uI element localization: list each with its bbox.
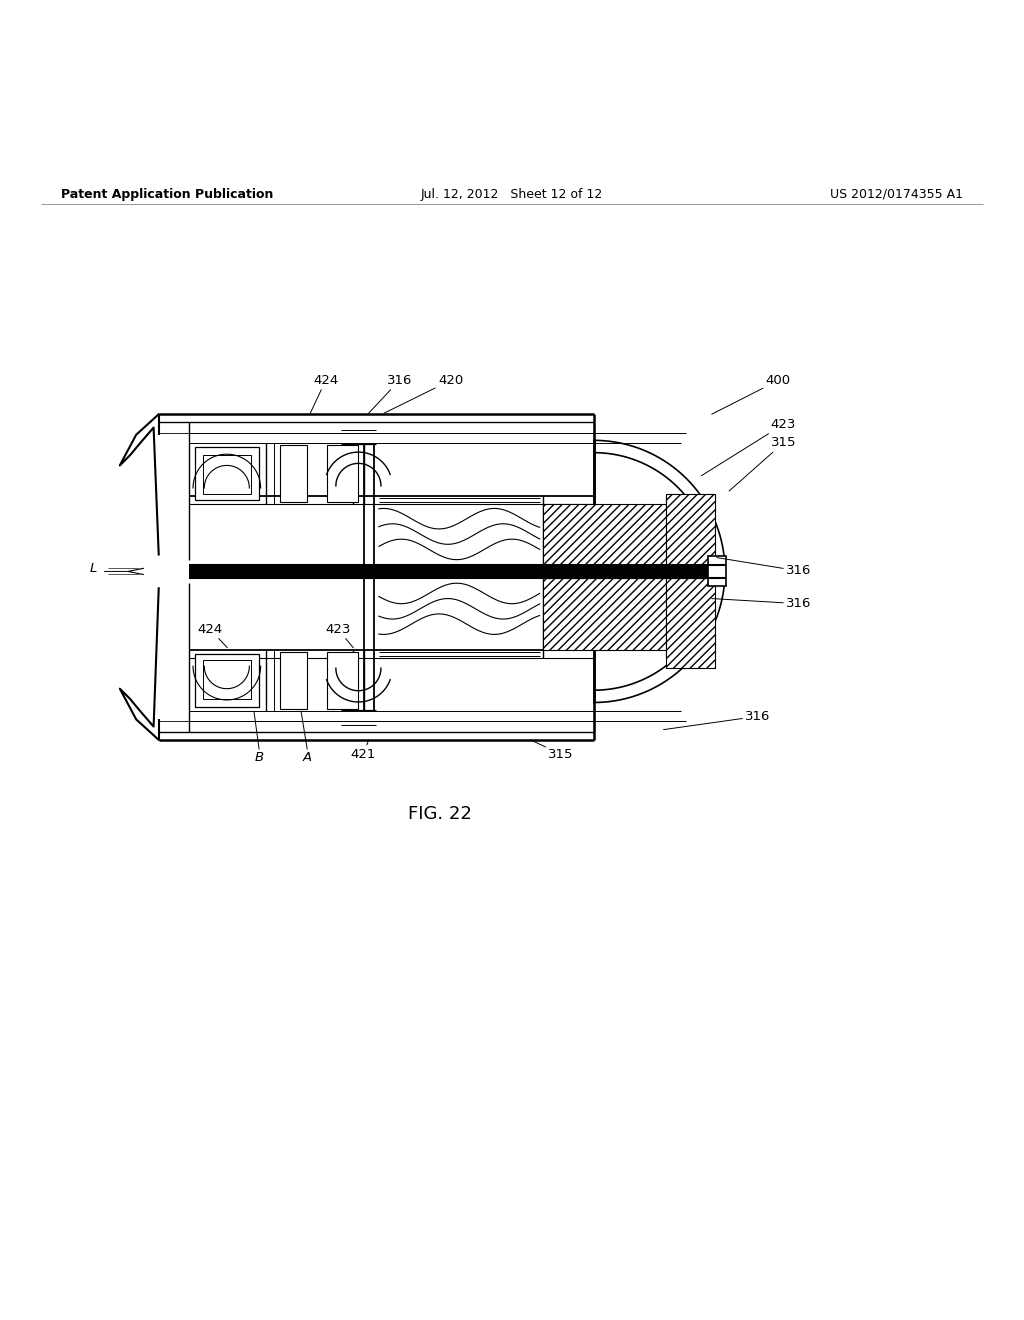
Text: 420: 420 — [384, 374, 463, 413]
Bar — [708, 556, 726, 586]
Bar — [203, 455, 251, 494]
Bar — [195, 653, 259, 708]
Text: 421: 421 — [351, 741, 376, 760]
Text: A: A — [303, 751, 311, 764]
Text: FIG. 22: FIG. 22 — [409, 805, 472, 822]
Text: 400: 400 — [712, 374, 791, 414]
Text: 423: 423 — [326, 623, 353, 648]
Text: 315: 315 — [530, 741, 573, 760]
Text: 315: 315 — [729, 437, 796, 491]
Text: Patent Application Publication: Patent Application Publication — [61, 187, 273, 201]
Text: 423: 423 — [701, 418, 796, 475]
Text: L: L — [90, 562, 97, 574]
Text: 424: 424 — [310, 374, 338, 413]
Text: US 2012/0174355 A1: US 2012/0174355 A1 — [829, 187, 963, 201]
Bar — [280, 652, 307, 709]
Text: B: B — [255, 751, 263, 764]
Text: 316: 316 — [712, 597, 811, 610]
Bar — [328, 652, 358, 709]
Text: 316: 316 — [664, 710, 770, 730]
Bar — [666, 578, 715, 668]
Bar — [203, 660, 251, 698]
Bar — [666, 494, 715, 565]
Polygon shape — [128, 569, 205, 574]
Bar — [543, 578, 666, 649]
Text: 424: 424 — [198, 623, 227, 648]
Bar — [543, 504, 666, 565]
Text: 316: 316 — [717, 557, 811, 577]
Bar — [280, 445, 307, 503]
Text: Jul. 12, 2012   Sheet 12 of 12: Jul. 12, 2012 Sheet 12 of 12 — [421, 187, 603, 201]
Text: 316: 316 — [369, 374, 412, 413]
Bar — [195, 447, 259, 500]
Bar — [189, 565, 726, 578]
Bar — [328, 445, 358, 503]
